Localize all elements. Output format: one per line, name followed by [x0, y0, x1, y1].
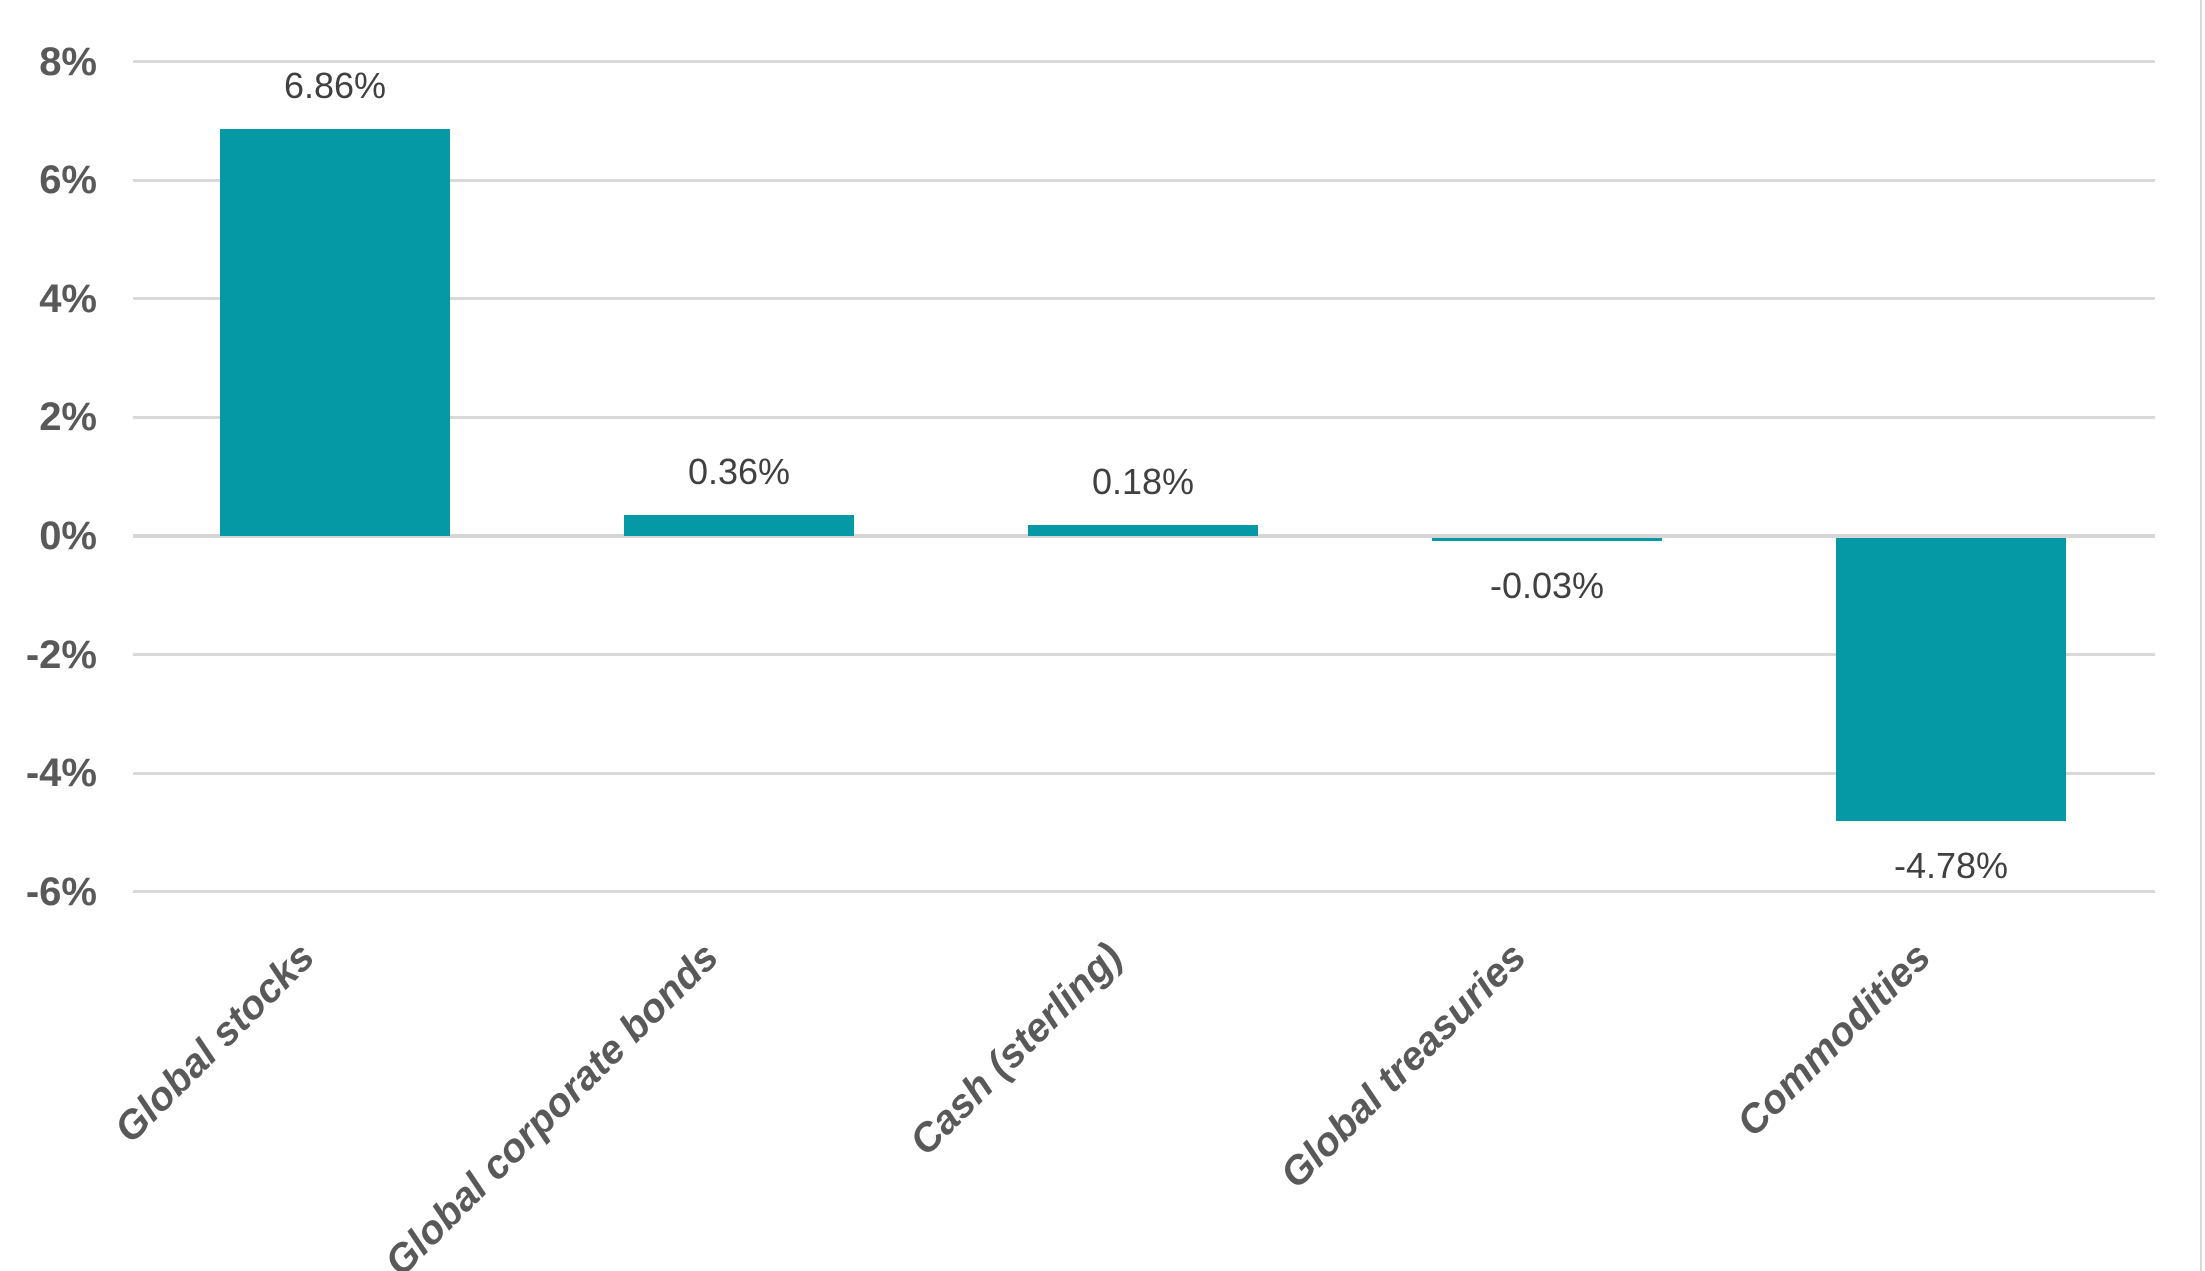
value-label: -0.03% [1489, 565, 1605, 606]
gridline [133, 297, 2155, 300]
category-label: Cash (sterling) [901, 934, 1131, 1164]
bar-global-corporate-bonds [624, 515, 854, 536]
y-axis-tick-label: -2% [25, 632, 97, 677]
zero-gridline [133, 534, 2155, 538]
gridline [133, 890, 2155, 893]
y-axis-tick-label: 4% [39, 276, 97, 321]
y-axis-tick-label: -4% [25, 751, 97, 796]
category-label: Commodities [1728, 934, 1939, 1145]
y-axis-tick-label: 8% [39, 39, 97, 84]
gridline [133, 772, 2155, 775]
y-axis-tick-label: 2% [39, 395, 97, 440]
category-label: Global treasuries [1272, 934, 1535, 1197]
bar-global-stocks [220, 129, 450, 536]
value-label: -4.78% [1893, 845, 2009, 887]
right-edge-line [2200, 0, 2202, 1271]
gridline [133, 653, 2155, 656]
value-label: 0.36% [687, 450, 791, 492]
bar-commodities [1836, 538, 2066, 821]
gridline [133, 60, 2155, 63]
y-axis-tick-label: 0% [39, 514, 97, 558]
y-axis-tick-label: -6% [25, 869, 97, 914]
bar-global-treasuries [1432, 538, 1662, 541]
bar-cash-sterling [1028, 525, 1258, 536]
category-label: Global stocks [106, 934, 323, 1152]
category-label: Global corporate bonds [376, 934, 727, 1271]
y-axis-tick-label: 6% [39, 158, 97, 203]
value-label: 6.86% [283, 65, 387, 107]
gridline [133, 179, 2155, 182]
value-label: 0.18% [1091, 461, 1195, 503]
gridline [133, 416, 2155, 419]
